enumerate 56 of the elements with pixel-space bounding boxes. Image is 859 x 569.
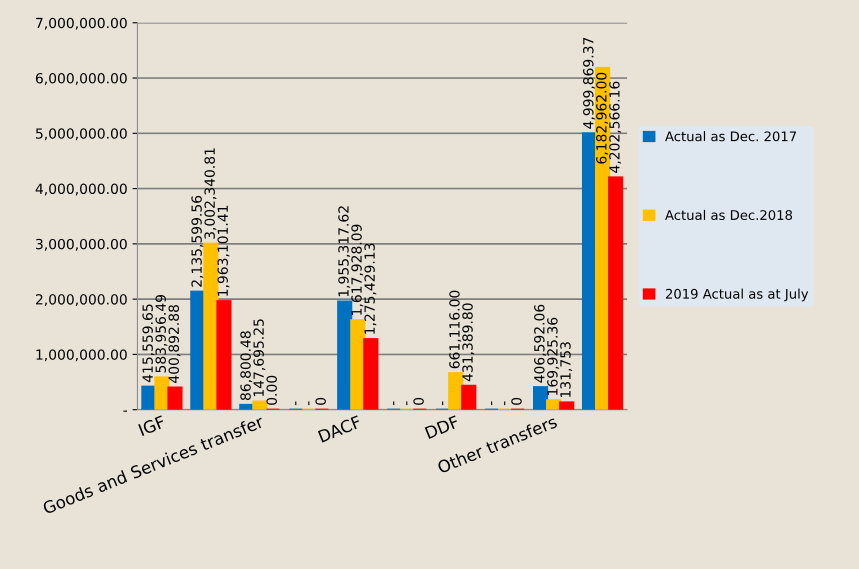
y-tick-label: 3,000,000.00 bbox=[36, 238, 127, 251]
bar bbox=[216, 300, 232, 410]
bar bbox=[546, 399, 562, 410]
data-label: - bbox=[393, 401, 394, 406]
legend-label: Actual as Dec.2018 bbox=[665, 210, 792, 220]
y-tick-label: 7,000,000.00 bbox=[36, 18, 127, 30]
y-tick-label: 1,000,000.00 bbox=[36, 349, 127, 362]
data-label: 1,963,101.41 bbox=[217, 206, 230, 296]
bar bbox=[167, 386, 183, 410]
data-label: 431,389.80 bbox=[462, 303, 474, 382]
data-label: 4,999,869.37 bbox=[583, 38, 595, 129]
data-label: 0 bbox=[413, 398, 424, 405]
data-label: 400,892.88 bbox=[168, 305, 180, 383]
data-label: 661,116.00 bbox=[449, 290, 462, 368]
data-label: 406,592.06 bbox=[534, 304, 546, 383]
data-label: 0 bbox=[315, 398, 326, 405]
data-label: 3,002,340.81 bbox=[204, 148, 216, 239]
data-label: 131,753 bbox=[560, 342, 572, 398]
x-tick-label: IGF bbox=[138, 415, 166, 436]
bar bbox=[350, 319, 366, 410]
data-label: - bbox=[308, 401, 310, 406]
y-tick-label: 6,000,000.00 bbox=[36, 73, 127, 85]
data-label: - bbox=[406, 401, 408, 406]
data-label: 169,925.36 bbox=[547, 318, 560, 395]
data-label: - bbox=[504, 401, 506, 406]
data-label: 1,955,317.62 bbox=[338, 206, 350, 296]
data-label: - bbox=[295, 401, 296, 406]
y-tick-label: 4,000,000.00 bbox=[36, 184, 127, 196]
bar bbox=[252, 400, 268, 410]
data-label: 0.00 bbox=[266, 376, 277, 405]
data-label: 1,617,928.09 bbox=[351, 224, 364, 315]
data-label: 147,695.25 bbox=[253, 319, 266, 396]
data-label: 415,559.65 bbox=[142, 304, 154, 382]
bar bbox=[363, 338, 378, 410]
data-label: 583,956.49 bbox=[155, 294, 168, 372]
data-label: 4,202,566.16 bbox=[609, 82, 622, 173]
bar bbox=[559, 401, 574, 410]
data-label: 1,275,429.13 bbox=[364, 244, 376, 334]
bar bbox=[461, 384, 476, 410]
legend-label: Actual as Dec. 2017 bbox=[665, 131, 796, 142]
legend-label: 2019 Actual as at July bbox=[666, 288, 808, 302]
data-label: - bbox=[442, 401, 444, 406]
y-tick-label: - bbox=[123, 410, 128, 412]
data-label: 6,182,962.00 bbox=[596, 72, 608, 164]
data-label: 86,800.48 bbox=[240, 331, 252, 400]
data-label: - bbox=[491, 401, 492, 406]
bar bbox=[608, 176, 624, 410]
y-tick-label: 2,000,000.00 bbox=[36, 294, 127, 306]
data-label: 2,135,599.56 bbox=[191, 196, 204, 287]
data-label: 0 bbox=[511, 398, 522, 405]
bar bbox=[203, 242, 218, 410]
x-tick-label: DDF bbox=[424, 415, 460, 439]
y-tick-label: 5,000,000.00 bbox=[36, 128, 127, 140]
bar bbox=[532, 386, 548, 410]
x-tick-label: DACF bbox=[318, 415, 362, 443]
bar bbox=[448, 372, 464, 410]
